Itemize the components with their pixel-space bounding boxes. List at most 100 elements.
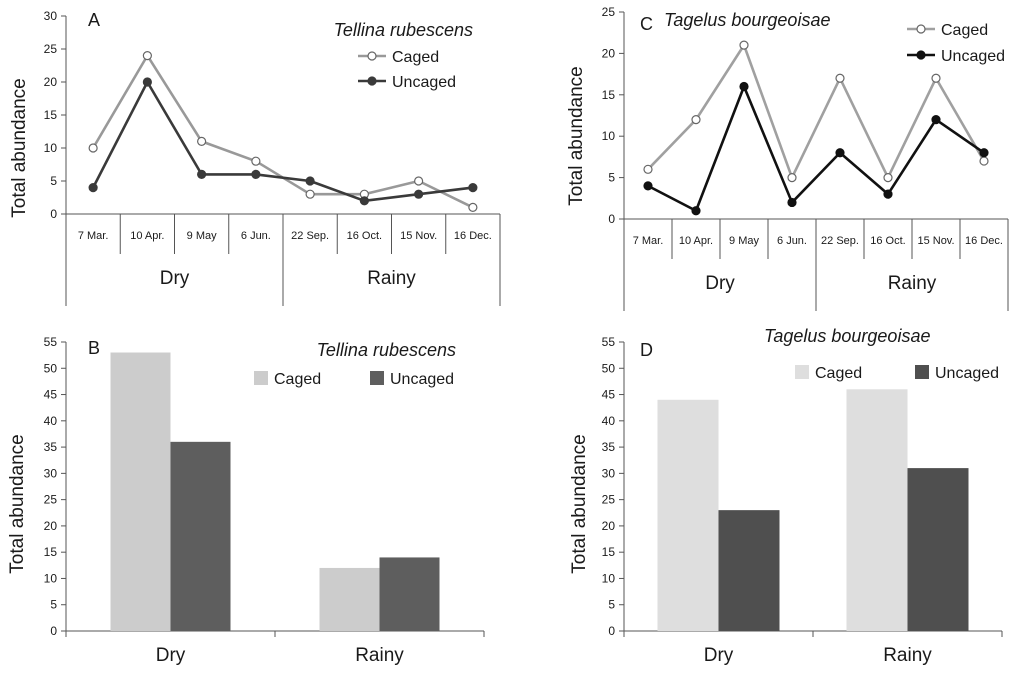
series-line-caged [647, 43, 986, 179]
x-tick-label: 22 Sep. [821, 235, 859, 247]
y-tick-label: 10 [44, 141, 58, 155]
data-point-caged [251, 156, 261, 166]
x-tick-label: 15 Nov. [917, 235, 954, 247]
legend-label: Caged [392, 49, 439, 66]
legend-swatch-caged [254, 371, 268, 385]
season-group-label: Rainy [367, 268, 416, 289]
x-category-label: Dry [156, 645, 186, 666]
bar-caged [110, 352, 171, 631]
legend-label: Caged [274, 371, 321, 388]
data-point-uncaged [739, 81, 749, 92]
y-tick-label: 5 [50, 174, 57, 188]
x-tick-label: 16 Oct. [870, 235, 905, 247]
data-point-uncaged [835, 148, 845, 158]
y-axis-label: Total abundance [569, 434, 590, 573]
data-point-caged [468, 202, 478, 212]
legend-swatch-uncaged [370, 371, 384, 385]
data-point-uncaged [787, 197, 797, 208]
chart-panel-b: B Tellina rubescens Total abundance 0 5 10… [0, 325, 512, 675]
data-point-uncaged [414, 189, 424, 199]
data-point-uncaged [359, 196, 369, 206]
legend-swatch-uncaged [915, 365, 929, 379]
y-tick-label: 30 [44, 466, 58, 480]
legend-marker-caged [916, 24, 926, 34]
x-tick-label: 16 Dec. [454, 230, 492, 242]
data-point-caged [835, 73, 845, 83]
x-tick-label: 10 Apr. [130, 230, 164, 242]
chart-panel-a: A Tellina rubescens Total abundance 0 5 10… [0, 0, 512, 325]
y-axis-label: Total abundance [9, 78, 30, 217]
series-line-uncaged [91, 80, 474, 203]
data-point-uncaged [979, 148, 989, 158]
bar-caged [846, 389, 908, 631]
y-tick-label: 45 [602, 388, 616, 402]
y-tick-label: 50 [44, 361, 58, 375]
data-point-uncaged [142, 77, 152, 87]
data-point-caged [88, 143, 98, 153]
chart-c-svg: C Tagelus bourgeoisae Total abundance 0 5… [566, 5, 1009, 311]
data-point-caged [305, 189, 315, 199]
y-tick-label: 50 [602, 361, 616, 375]
data-point-caged [691, 115, 701, 125]
panel-letter: C [640, 14, 653, 34]
x-tick-label: 15 Nov. [400, 230, 437, 242]
y-tick-label: 40 [44, 414, 58, 428]
data-point-uncaged [305, 176, 315, 186]
y-tick-label: 20 [44, 75, 58, 89]
x-tick-label: 10 Apr. [679, 235, 713, 247]
data-point-uncaged [883, 189, 893, 199]
y-tick-label: 20 [602, 46, 616, 60]
data-point-uncaged [468, 183, 478, 193]
chart-title: Tagelus bourgeoisae [764, 326, 930, 346]
y-tick-label: 10 [44, 571, 58, 585]
legend-label: Uncaged [392, 74, 456, 91]
bar-uncaged [379, 557, 440, 631]
legend-label: Caged [941, 22, 988, 39]
data-point-caged [197, 136, 207, 146]
y-tick-label: 15 [602, 545, 616, 559]
y-tick-label: 40 [602, 414, 616, 428]
data-point-caged [142, 50, 152, 61]
y-tick-label: 5 [608, 598, 615, 612]
x-tick-label: 22 Sep. [291, 230, 329, 242]
legend-label: Caged [815, 365, 862, 382]
x-tick-label: 7 Mar. [78, 230, 109, 242]
data-point-caged [787, 173, 797, 183]
y-axis-label: Total abundance [7, 434, 28, 573]
y-tick-label: 0 [608, 624, 615, 638]
y-tick-label: 25 [602, 5, 616, 19]
x-tick-label: 9 May [729, 235, 759, 247]
chart-d-svg: D Tagelus bourgeoisae Total abundance 0 5… [569, 326, 1003, 666]
data-point-caged [979, 156, 989, 166]
y-tick-label: 10 [602, 129, 616, 143]
data-point-caged [883, 173, 893, 183]
y-tick-label: 25 [602, 493, 616, 507]
data-point-uncaged [197, 169, 207, 179]
legend-marker-uncaged [367, 76, 377, 86]
season-group-label: Dry [160, 268, 190, 289]
y-tick-label: 25 [44, 493, 58, 507]
y-tick-label: 35 [44, 440, 58, 454]
legend-swatch-caged [795, 365, 809, 379]
legend-marker-uncaged [916, 50, 926, 60]
y-tick-label: 55 [602, 335, 616, 349]
x-tick-label: 16 Oct. [347, 230, 382, 242]
data-point-caged [643, 164, 653, 174]
x-category-label: Rainy [355, 645, 404, 666]
x-tick-label: 6 Jun. [241, 230, 271, 242]
legend-label: Uncaged [941, 48, 1005, 65]
legend-marker-caged [367, 51, 377, 61]
y-tick-label: 0 [608, 212, 615, 226]
y-tick-label: 30 [602, 466, 616, 480]
y-tick-label: 20 [602, 519, 616, 533]
chart-a-svg: A Tellina rubescens Total abundance 0 5 10… [9, 9, 501, 306]
y-tick-label: 25 [44, 42, 58, 56]
chart-title: Tagelus bourgeoisae [664, 10, 830, 30]
y-tick-label: 15 [602, 88, 616, 102]
panel-letter: A [88, 10, 100, 30]
y-tick-label: 5 [608, 171, 615, 185]
y-tick-label: 35 [602, 440, 616, 454]
y-tick-label: 20 [44, 519, 58, 533]
data-point-caged [739, 40, 749, 50]
chart-panel-c: C Tagelus bourgeoisae Total abundance 0 5… [512, 0, 1024, 325]
